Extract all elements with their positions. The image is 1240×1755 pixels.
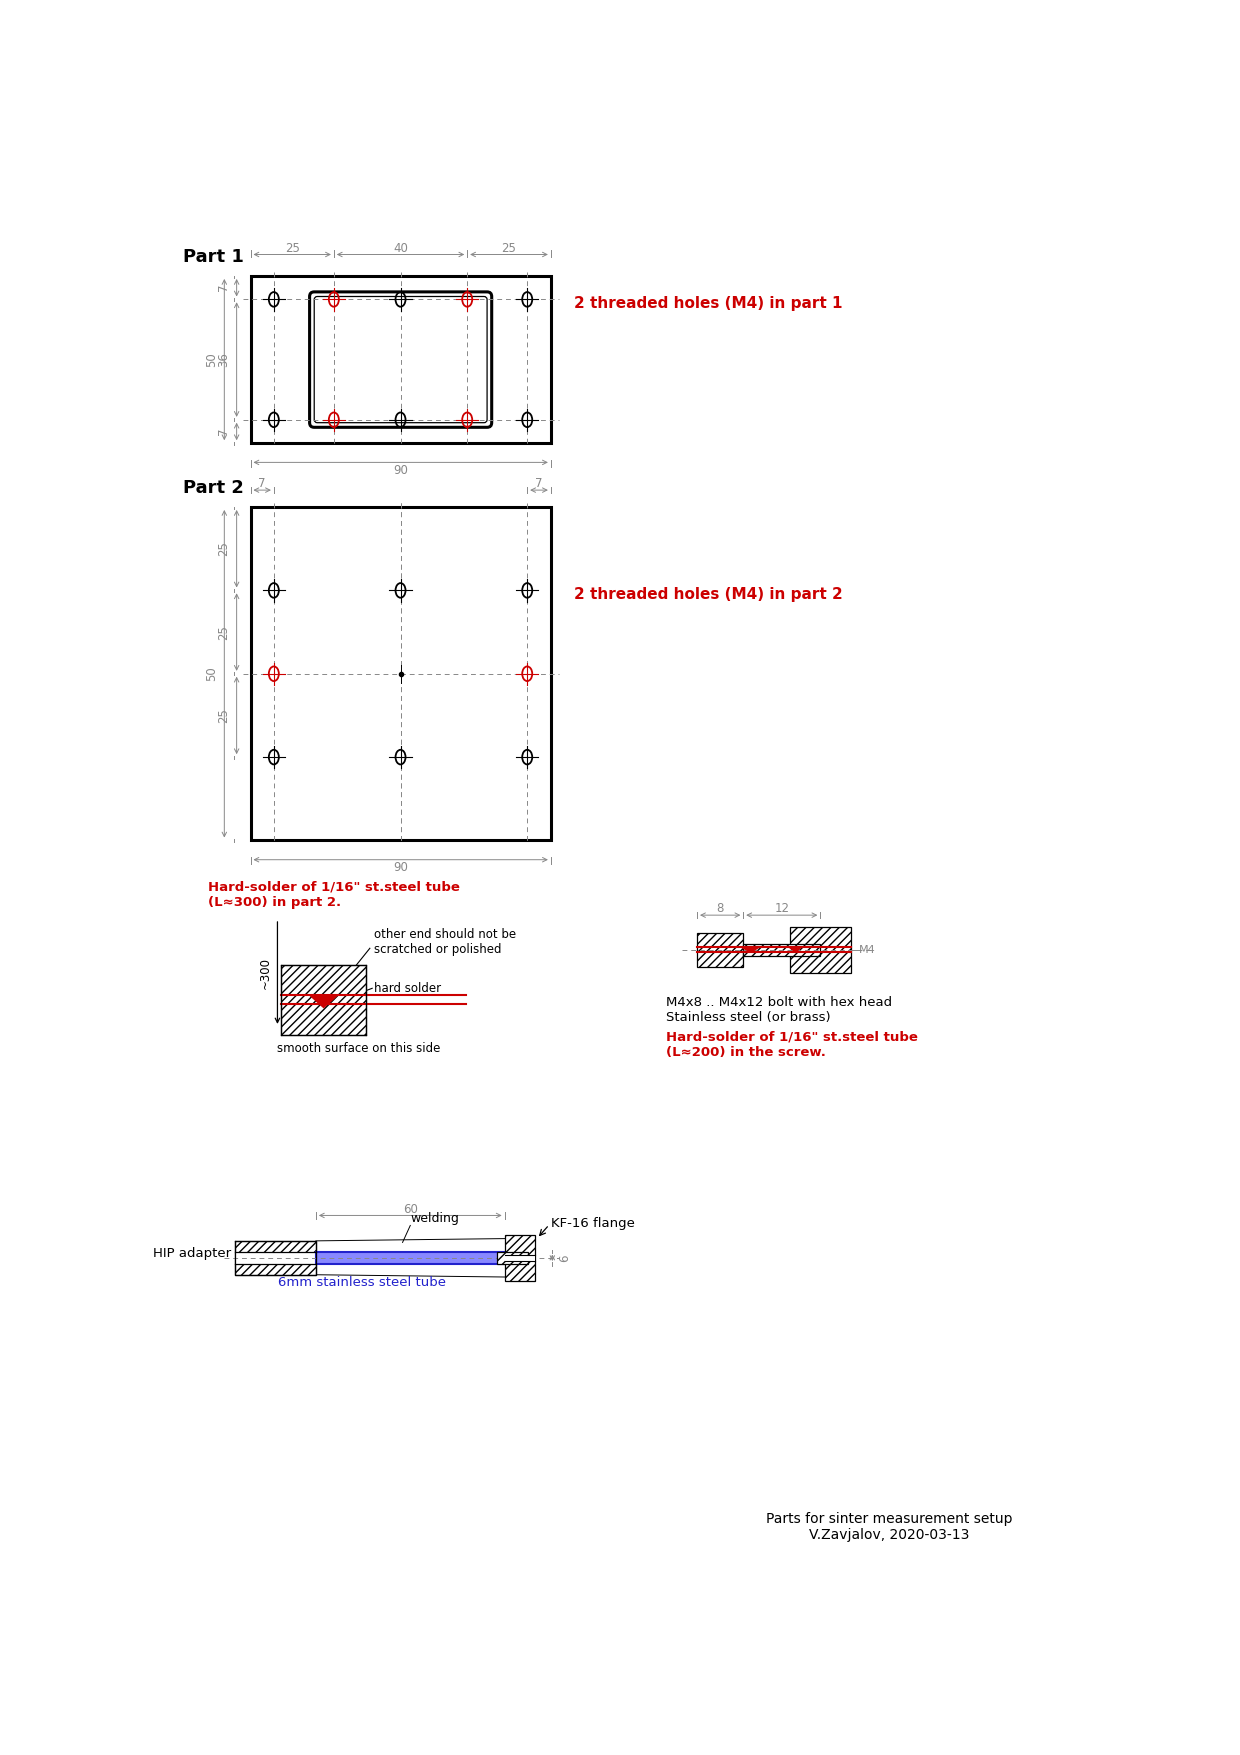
Text: 25: 25 xyxy=(217,541,231,556)
Text: 7: 7 xyxy=(217,284,231,291)
Text: Parts for sinter measurement setup
V.Zavjalov, 2020-03-13: Parts for sinter measurement setup V.Zav… xyxy=(766,1513,1013,1543)
Text: KF-16 flange: KF-16 flange xyxy=(551,1216,635,1230)
Text: HIP adapter: HIP adapter xyxy=(153,1248,231,1260)
Text: hard solder: hard solder xyxy=(373,981,441,995)
Text: 50: 50 xyxy=(205,353,218,367)
Bar xyxy=(250,507,551,841)
Text: 7: 7 xyxy=(217,428,231,435)
Text: 25: 25 xyxy=(217,707,231,723)
Bar xyxy=(505,1255,536,1260)
Bar xyxy=(250,276,551,444)
Text: 25: 25 xyxy=(501,242,516,254)
Text: 2 threaded holes (M4) in part 1: 2 threaded holes (M4) in part 1 xyxy=(574,297,842,311)
Polygon shape xyxy=(790,948,801,953)
FancyBboxPatch shape xyxy=(310,291,492,426)
Text: 6: 6 xyxy=(558,1255,572,1262)
Bar xyxy=(236,1251,316,1264)
Polygon shape xyxy=(310,995,337,1007)
Text: Hard-solder of 1/16" st.steel tube
(L≈200) in the screw.: Hard-solder of 1/16" st.steel tube (L≈20… xyxy=(666,1030,918,1058)
Bar xyxy=(790,927,851,972)
Bar xyxy=(236,1241,316,1274)
Bar xyxy=(497,1251,528,1264)
Text: M4: M4 xyxy=(859,944,875,955)
Text: 12: 12 xyxy=(774,902,790,916)
Text: 36: 36 xyxy=(217,353,231,367)
Text: 2 threaded holes (M4) in part 2: 2 threaded holes (M4) in part 2 xyxy=(574,586,843,602)
Text: welding: welding xyxy=(410,1213,459,1225)
FancyBboxPatch shape xyxy=(314,297,487,423)
Text: 6mm stainless steel tube: 6mm stainless steel tube xyxy=(278,1276,446,1288)
Bar xyxy=(281,965,366,1034)
Text: 40: 40 xyxy=(393,242,408,254)
Text: 25: 25 xyxy=(285,242,300,254)
Text: M4x8 .. M4x12 bolt with hex head
Stainless steel (or brass): M4x8 .. M4x12 bolt with hex head Stainle… xyxy=(666,997,893,1023)
Text: Part 1: Part 1 xyxy=(184,247,244,265)
Text: other end should not be
scratched or polished: other end should not be scratched or pol… xyxy=(373,928,516,956)
Text: smooth surface on this side: smooth surface on this side xyxy=(278,1042,441,1055)
Bar xyxy=(743,944,821,956)
Text: 50: 50 xyxy=(205,667,218,681)
Polygon shape xyxy=(742,948,759,953)
Bar xyxy=(697,934,743,967)
Text: 90: 90 xyxy=(393,862,408,874)
Bar xyxy=(505,1236,536,1281)
Text: 8: 8 xyxy=(717,902,724,916)
Bar xyxy=(316,1251,505,1264)
Text: 90: 90 xyxy=(393,463,408,477)
Text: 25: 25 xyxy=(217,625,231,639)
Text: Part 2: Part 2 xyxy=(184,479,244,497)
Text: 7: 7 xyxy=(258,477,265,490)
Text: ~300: ~300 xyxy=(258,956,272,988)
Text: 60: 60 xyxy=(403,1202,418,1216)
Text: Hard-solder of 1/16" st.steel tube
(L≈300) in part 2.: Hard-solder of 1/16" st.steel tube (L≈30… xyxy=(208,881,460,909)
Text: 7: 7 xyxy=(536,477,543,490)
